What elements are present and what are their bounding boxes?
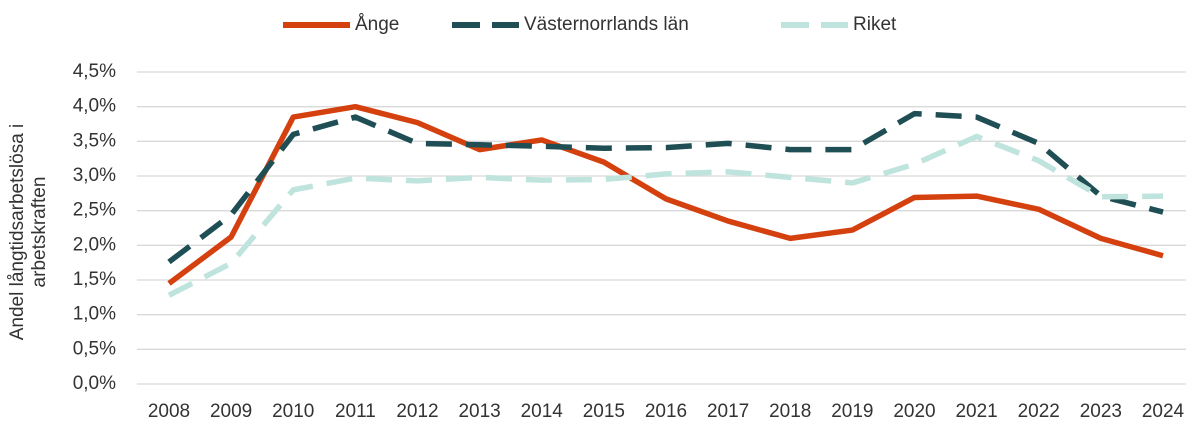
y-axis-title: Andel långtidsarbetslösa i arbetskraften: [7, 124, 50, 341]
series-line: [167, 110, 1164, 265]
x-tick-label: 2011: [335, 401, 376, 422]
x-tick-label: 2010: [272, 401, 314, 422]
x-tick-label: 2019: [831, 401, 873, 422]
x-tick-label: 2016: [645, 401, 687, 422]
y-tick-label: 1,0%: [73, 304, 116, 325]
legend-label: Ånge: [355, 14, 399, 35]
x-tick-label: 2018: [769, 401, 811, 422]
x-tick-label: 2017: [707, 401, 749, 422]
y-axis-title-line: arbetskraften: [29, 177, 50, 288]
y-tick-label: 2,0%: [73, 234, 116, 255]
y-tick-label: 0,5%: [73, 338, 116, 359]
y-tick-label: 3,5%: [73, 130, 116, 151]
y-tick-label: 3,0%: [73, 165, 116, 186]
x-tick-label: 2020: [893, 401, 935, 422]
x-tick-label: 2022: [1018, 401, 1060, 422]
y-tick-label: 0,0%: [73, 373, 116, 394]
y-tick-label: 4,5%: [73, 61, 116, 82]
series-line: [167, 103, 1164, 286]
x-tick-label: 2014: [521, 401, 564, 422]
x-tick-label: 2012: [396, 401, 438, 422]
x-tick-label: 2023: [1080, 401, 1122, 422]
x-tick-label: 2015: [583, 401, 625, 422]
x-tick-label: 2008: [148, 401, 190, 422]
legend-label: Riket: [853, 14, 897, 35]
x-tick-label: 2009: [210, 401, 252, 422]
y-tick-label: 1,5%: [73, 269, 116, 290]
x-tick-label: 2021: [955, 401, 997, 422]
x-tick-label: 2024: [1142, 401, 1185, 422]
legend-label: Västernorrlands län: [524, 14, 689, 35]
x-tick-label: 2013: [458, 401, 500, 422]
series-line: [167, 133, 1164, 298]
y-tick-label: 4,0%: [73, 96, 116, 117]
y-axis-title-line: Andel långtidsarbetslösa i: [7, 124, 28, 341]
y-tick-label: 2,5%: [73, 200, 116, 221]
